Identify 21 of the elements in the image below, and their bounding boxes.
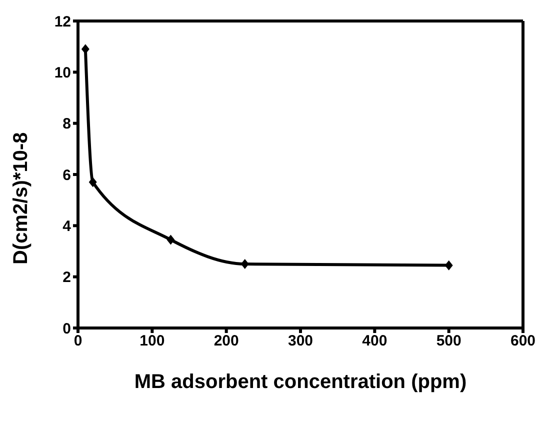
- y-tick-label: 6: [62, 166, 71, 184]
- point: [81, 44, 90, 54]
- x-tick-label: 600: [510, 332, 536, 350]
- y-tick-label: 2: [62, 269, 71, 286]
- x-tick-label: 300: [288, 332, 314, 350]
- y-tick-label: 4: [62, 218, 72, 235]
- y-tick-label: 12: [54, 13, 71, 30]
- x-tick-label: 500: [436, 332, 462, 350]
- point: [240, 259, 249, 270]
- x-axis-title: MB adsorbent concentration (ppm): [134, 371, 467, 393]
- point: [166, 234, 175, 245]
- y-axis-title: D(cm2/s)*10-8: [10, 132, 32, 264]
- point: [444, 260, 453, 270]
- y-tick-label: 0: [62, 320, 71, 338]
- x-tick-label: 0: [74, 332, 82, 350]
- y-tick-label: 10: [54, 64, 71, 82]
- point: [88, 177, 97, 188]
- x-tick-label: 400: [362, 332, 388, 350]
- y-tick-label: 8: [62, 116, 71, 133]
- x-tick-label: 100: [140, 332, 165, 350]
- x-tick-label: 200: [214, 332, 239, 350]
